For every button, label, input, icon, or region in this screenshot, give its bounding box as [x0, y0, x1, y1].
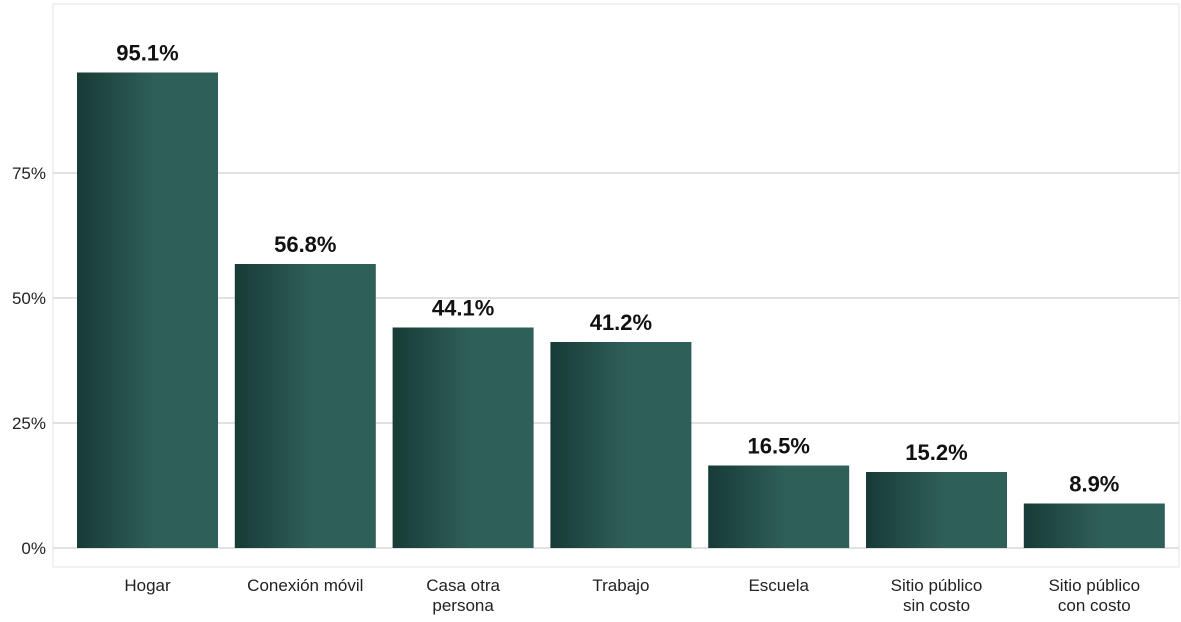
bars [77, 72, 1165, 548]
x-tick-label: Conexión móvil [247, 576, 363, 595]
y-tick-label: 50% [12, 289, 46, 308]
bar-value-label: 41.2% [590, 310, 652, 335]
x-tick-label-line: Conexión móvil [247, 576, 363, 595]
x-tick-label-line: Trabajo [592, 576, 649, 595]
plot-frame [52, 3, 1180, 568]
x-tick-label-line: Hogar [124, 576, 171, 595]
bar-value-label: 44.1% [432, 296, 494, 321]
x-tick-label-line: persona [432, 596, 494, 615]
x-tick-label-line: Sitio público [1048, 576, 1140, 595]
bar [708, 465, 850, 548]
bar-value-label: 16.5% [748, 434, 810, 459]
x-tick-label-line: Escuela [748, 576, 809, 595]
bar-value-label: 56.8% [274, 232, 336, 257]
x-tick-label: Sitio público con costo [1048, 576, 1140, 615]
bar [550, 342, 692, 548]
x-tick-label-line: Casa otra [426, 576, 500, 595]
x-tick-label: Casa otra persona [426, 576, 500, 615]
bar [77, 72, 218, 548]
bar-value-label: 95.1% [116, 41, 178, 66]
x-tick-label-line: con costo [1058, 596, 1131, 615]
y-tick-label: 0% [21, 539, 46, 558]
value-labels: 95.1% 56.8% 44.1% 41.2% 16.5% 15.2% 8.9% [116, 41, 1119, 497]
y-axis-tick-labels: 0% 25% 50% 75% [12, 164, 46, 558]
x-tick-label: Hogar [124, 576, 171, 595]
bar [866, 472, 1007, 548]
y-tick-label: 75% [12, 164, 46, 183]
x-tick-label: Sitio público sin costo [891, 576, 983, 615]
y-tick-label: 25% [12, 414, 46, 433]
bar [392, 327, 534, 548]
x-tick-label: Escuela [748, 576, 809, 595]
x-tick-label: Trabajo [592, 576, 649, 595]
x-axis-tick-labels: Hogar Conexión móvil Casa otra persona Traba… [124, 576, 1140, 615]
x-tick-label-line: Sitio público [891, 576, 983, 595]
bar-value-label: 8.9% [1069, 472, 1119, 497]
bar [1023, 503, 1165, 548]
bar [234, 264, 376, 548]
bar-value-label: 15.2% [905, 440, 967, 465]
x-tick-label-line: sin costo [903, 596, 970, 615]
